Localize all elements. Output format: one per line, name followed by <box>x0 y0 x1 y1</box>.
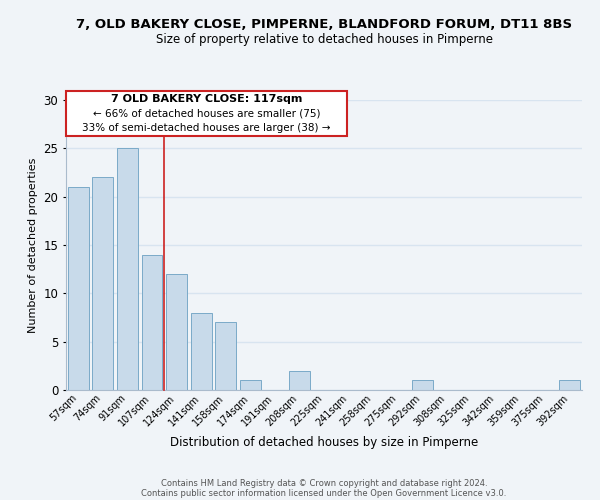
Y-axis label: Number of detached properties: Number of detached properties <box>28 158 38 332</box>
Bar <box>240 380 261 390</box>
Bar <box>215 322 236 390</box>
Text: Contains HM Land Registry data © Crown copyright and database right 2024.: Contains HM Land Registry data © Crown c… <box>161 479 487 488</box>
Text: ← 66% of detached houses are smaller (75): ← 66% of detached houses are smaller (75… <box>93 109 320 119</box>
Bar <box>92 178 113 390</box>
Bar <box>166 274 187 390</box>
Text: Contains public sector information licensed under the Open Government Licence v3: Contains public sector information licen… <box>142 489 506 498</box>
X-axis label: Distribution of detached houses by size in Pimperne: Distribution of detached houses by size … <box>170 436 478 449</box>
Bar <box>142 254 163 390</box>
Bar <box>117 148 138 390</box>
Text: 7, OLD BAKERY CLOSE, PIMPERNE, BLANDFORD FORUM, DT11 8BS: 7, OLD BAKERY CLOSE, PIMPERNE, BLANDFORD… <box>76 18 572 30</box>
Text: Size of property relative to detached houses in Pimperne: Size of property relative to detached ho… <box>155 32 493 46</box>
Text: 33% of semi-detached houses are larger (38) →: 33% of semi-detached houses are larger (… <box>82 123 331 133</box>
Bar <box>559 380 580 390</box>
Bar <box>289 370 310 390</box>
FancyBboxPatch shape <box>66 92 347 136</box>
Bar <box>412 380 433 390</box>
Bar <box>191 312 212 390</box>
Text: 7 OLD BAKERY CLOSE: 117sqm: 7 OLD BAKERY CLOSE: 117sqm <box>111 94 302 104</box>
Bar <box>68 187 89 390</box>
